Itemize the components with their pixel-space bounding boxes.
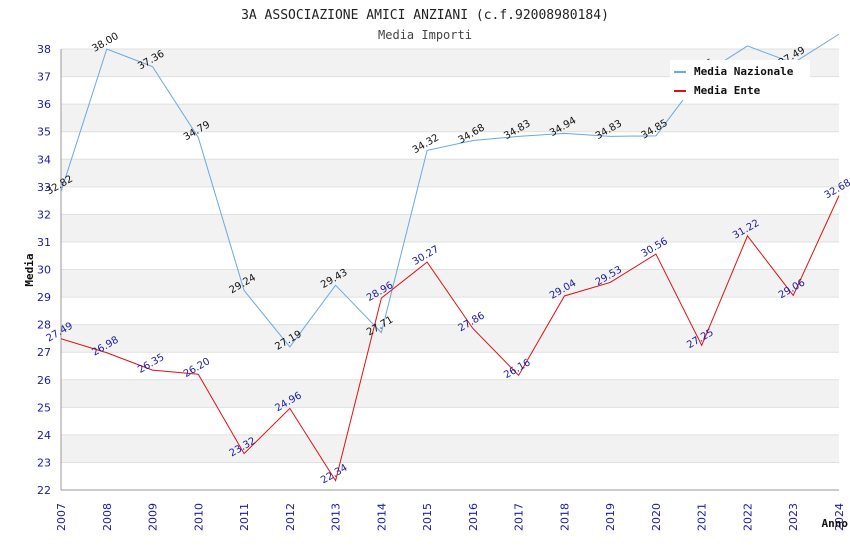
grid-bands bbox=[61, 49, 839, 463]
grid-band bbox=[61, 434, 839, 463]
y-tick-label: 31 bbox=[37, 236, 51, 249]
x-tick-labels: 2007 2008 2009 2010 2011 2012 2013 2014 2015 2016… bbox=[55, 503, 846, 531]
x-tick-label: 2013 bbox=[330, 503, 343, 531]
y-tick-label: 34 bbox=[37, 153, 51, 166]
y-tick-label: 23 bbox=[37, 456, 51, 469]
y-tick-label: 22 bbox=[37, 484, 51, 497]
x-tick-label: 2010 bbox=[192, 503, 205, 531]
data-label-ente: 26.16 bbox=[502, 357, 532, 381]
x-tick-label: 2020 bbox=[650, 503, 663, 531]
y-tick-label: 24 bbox=[37, 429, 51, 442]
y-axis-label: Media bbox=[23, 253, 36, 286]
y-tick-label: 27 bbox=[37, 346, 51, 359]
grid-band bbox=[61, 379, 839, 408]
y-tick-label: 32 bbox=[37, 208, 51, 221]
y-tick-label: 28 bbox=[37, 319, 51, 332]
data-label-nazionale: 32.82 bbox=[45, 174, 75, 198]
x-tick-label: 2011 bbox=[238, 503, 251, 531]
series-line-ente bbox=[61, 195, 840, 482]
x-tick-label: 2009 bbox=[147, 503, 160, 531]
data-label-ente: 30.27 bbox=[411, 244, 441, 268]
x-tick-label: 2007 bbox=[55, 503, 68, 531]
legend-label-ente: Media Ente bbox=[694, 84, 761, 97]
chart-subtitle: Media Importi bbox=[378, 28, 472, 42]
legend-label-nazionale: Media Nazionale bbox=[694, 65, 794, 78]
grid-band bbox=[61, 214, 839, 242]
data-label-ente: 26.20 bbox=[182, 356, 212, 380]
grid-band bbox=[61, 269, 839, 298]
legend: Media Nazionale Media Ente bbox=[670, 60, 810, 100]
x-tick-label: 2023 bbox=[787, 503, 800, 531]
legend-box bbox=[670, 60, 810, 100]
y-tick-label: 25 bbox=[37, 401, 51, 414]
data-label-ente: 22.34 bbox=[319, 463, 349, 487]
y-tick-label: 36 bbox=[37, 98, 51, 111]
series-group bbox=[61, 33, 840, 482]
x-tick-label: 2012 bbox=[284, 503, 297, 531]
y-tick-label: 33 bbox=[37, 181, 51, 194]
x-tick-label: 2015 bbox=[421, 503, 434, 531]
x-tick-label: 2021 bbox=[696, 503, 709, 531]
y-tick-label: 30 bbox=[37, 264, 51, 277]
x-tick-label: 2014 bbox=[375, 503, 388, 531]
grid-band bbox=[61, 159, 839, 187]
data-label-ente: 26.35 bbox=[136, 352, 166, 376]
y-tick-label: 38 bbox=[37, 43, 51, 56]
x-tick-label: 2024 bbox=[833, 503, 846, 531]
chart-title: 3A ASSOCIAZIONE AMICI ANZIANI (c.f.92008… bbox=[241, 8, 609, 23]
grid-band bbox=[61, 324, 839, 353]
x-tick-label: 2017 bbox=[513, 503, 526, 531]
y-tick-label: 26 bbox=[37, 374, 51, 387]
data-label-nazionale: 34.32 bbox=[411, 132, 441, 156]
y-tick-label: 35 bbox=[37, 126, 51, 139]
x-axis-label: Anno bbox=[822, 517, 849, 530]
grid-band bbox=[61, 104, 839, 132]
y-tick-label: 29 bbox=[37, 291, 51, 304]
y-gridlines bbox=[61, 48, 839, 491]
x-tick-label: 2022 bbox=[741, 503, 754, 531]
y-tick-labels: 22 23 24 25 26 27 28 29 30 31 32 33 34 35 36 37 38 bbox=[37, 43, 51, 497]
x-tick-label: 2019 bbox=[604, 503, 617, 531]
x-tick-label: 2016 bbox=[467, 503, 480, 531]
y-tick-label: 37 bbox=[37, 71, 51, 84]
x-tick-label: 2008 bbox=[101, 503, 114, 531]
x-tick-label: 2018 bbox=[558, 503, 571, 531]
